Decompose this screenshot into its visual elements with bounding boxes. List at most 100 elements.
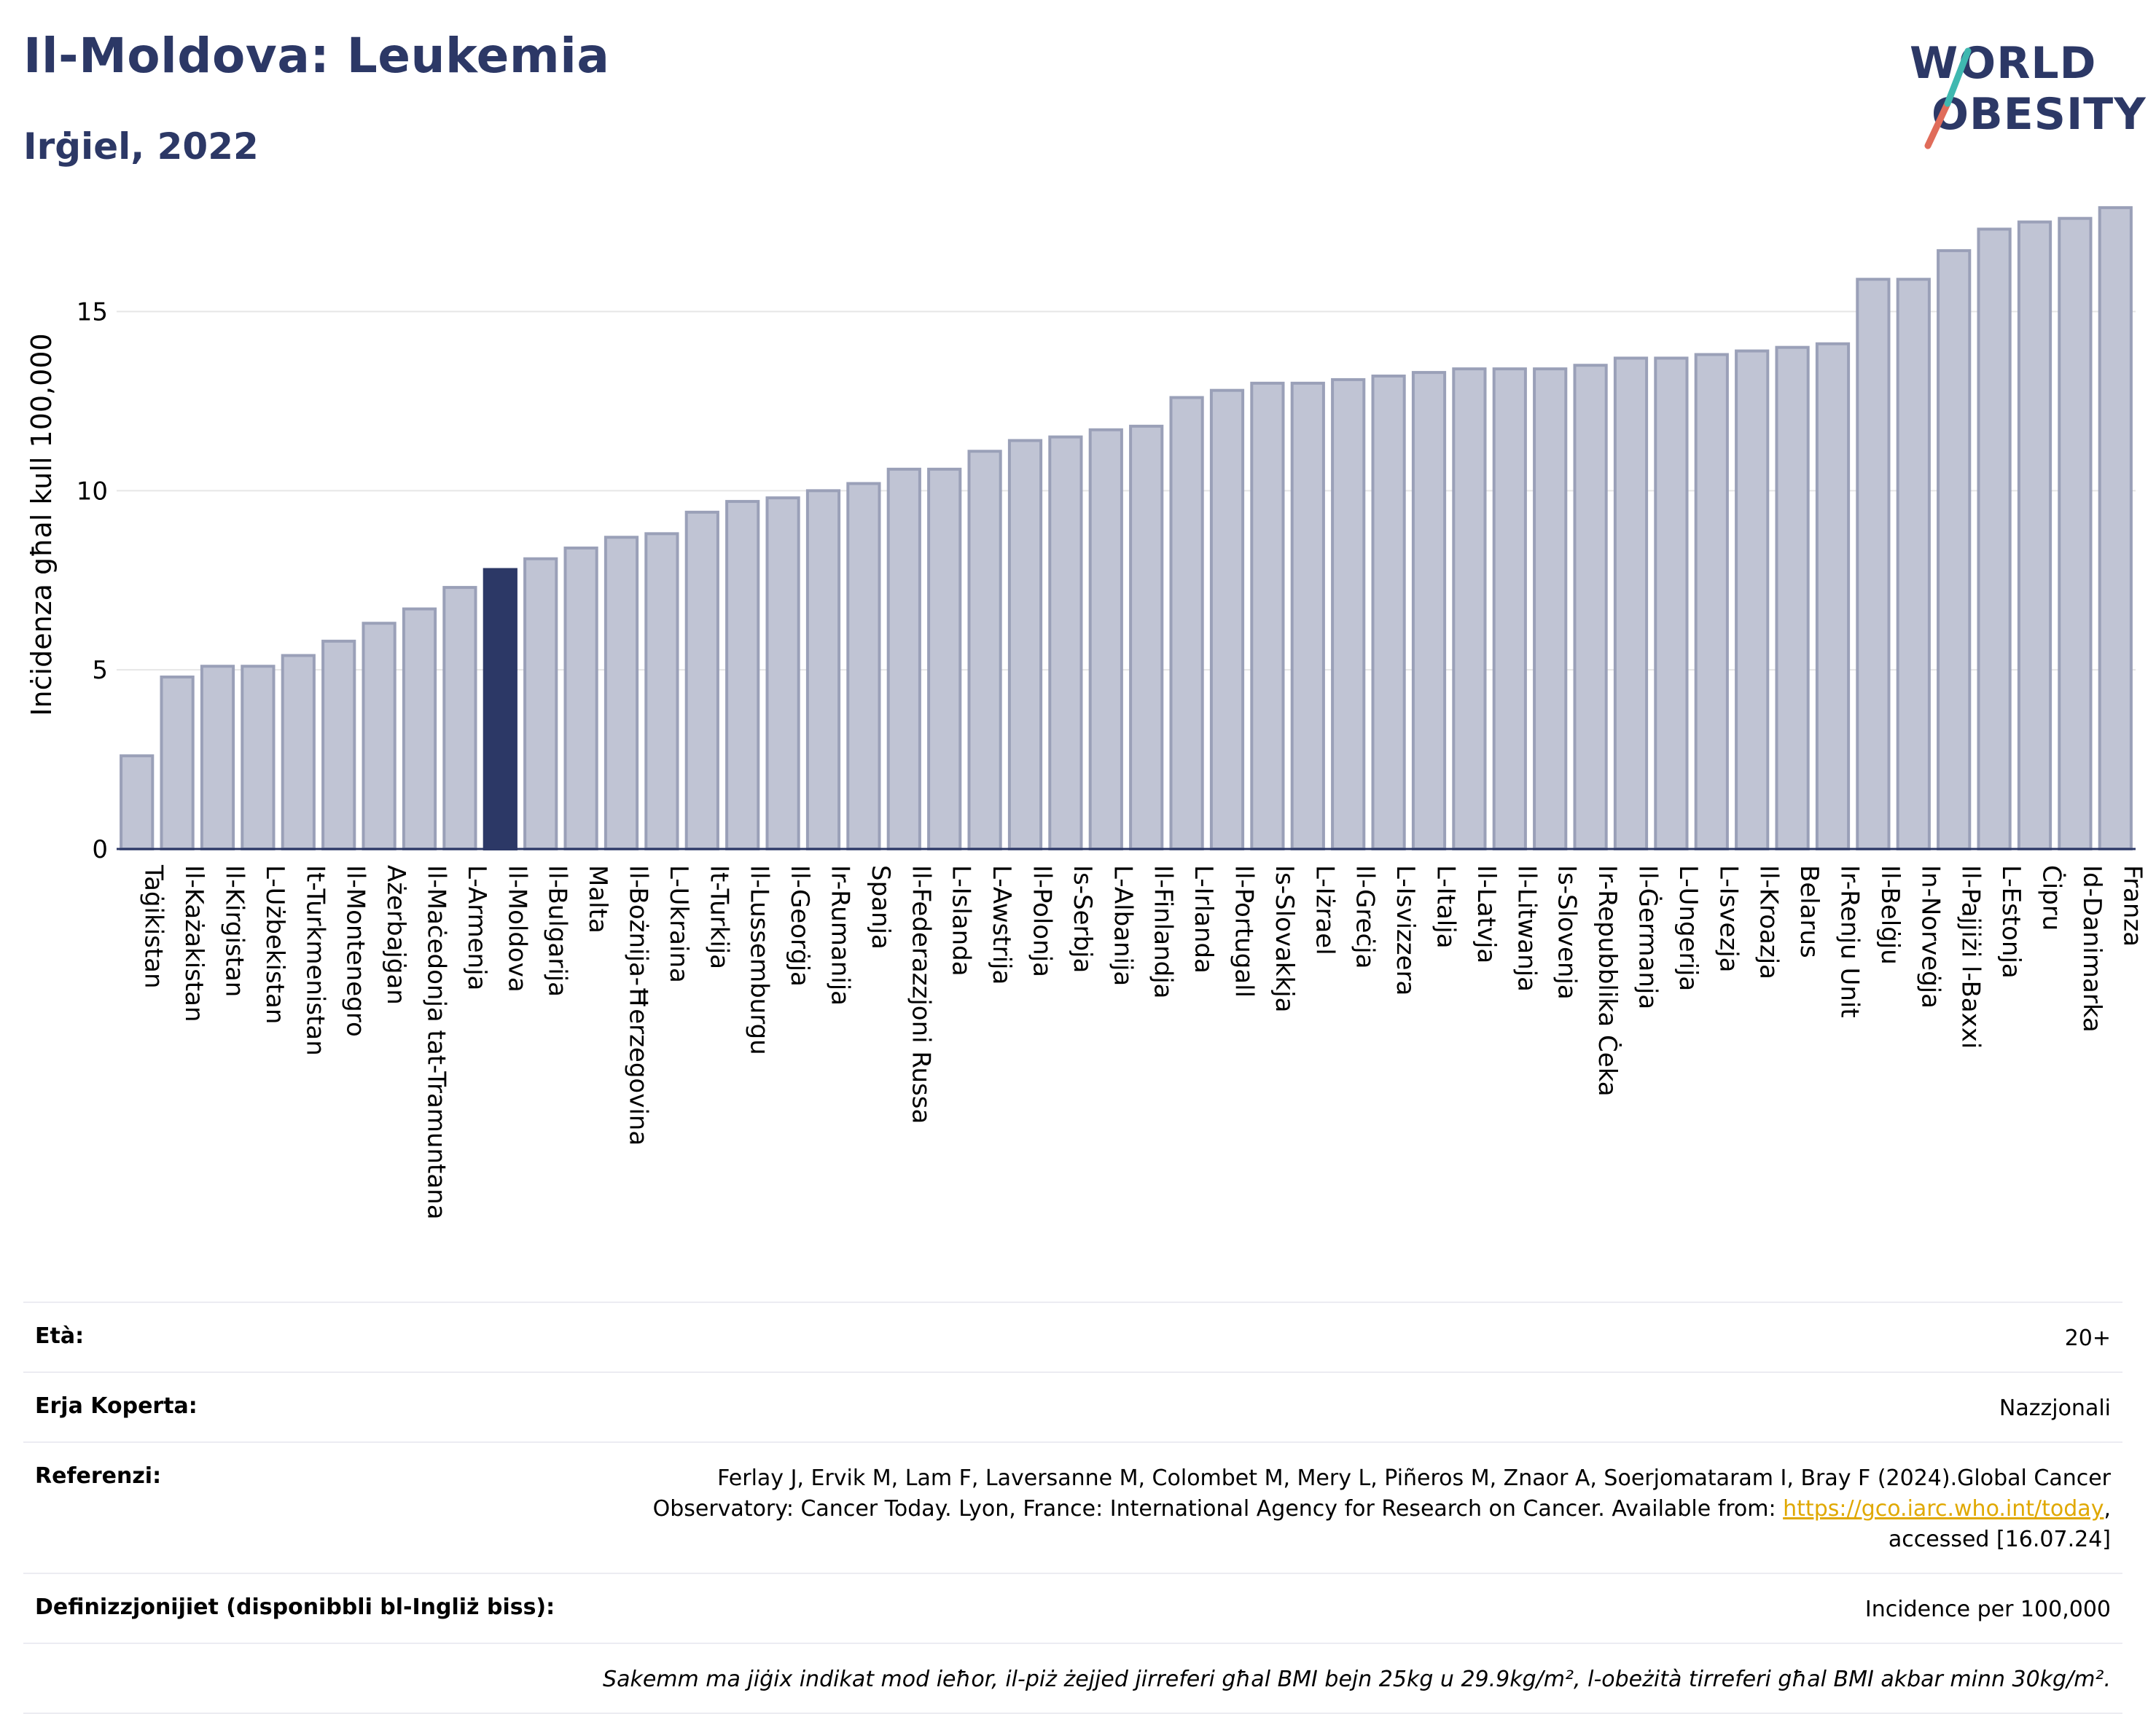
bar-41[interactable] <box>1775 345 1810 850</box>
bar-16[interactable] <box>765 496 800 850</box>
bar-29[interactable] <box>1290 381 1325 851</box>
bar-27[interactable] <box>1209 388 1245 850</box>
bar-13[interactable] <box>644 532 679 850</box>
bar-11[interactable] <box>563 547 598 850</box>
page-subtitle: Irġiel, 2022 <box>23 125 259 168</box>
bar-47[interactable] <box>2017 220 2053 851</box>
x-tick-label: Franza <box>2117 865 2147 947</box>
bar-40[interactable] <box>1735 349 1770 851</box>
x-tick-label: Is-Slovakkja <box>1270 865 1299 1012</box>
bar-1[interactable] <box>160 676 195 850</box>
bar-35[interactable] <box>1533 367 1568 850</box>
bar-38[interactable] <box>1654 356 1689 850</box>
x-tick-label: Il-Belġju <box>1875 865 1905 965</box>
x-tick-label: L-Iżrael <box>1310 865 1339 955</box>
axes: 0 5 10 15 Taġikistan Il-Każakistan Il-Kirgista… <box>77 298 2147 1220</box>
references-text-4: accessed [16.07.24] <box>1888 1527 2111 1552</box>
x-tick-label: Il-Portugall <box>1230 865 1259 998</box>
bar-26[interactable] <box>1169 396 1204 850</box>
x-tick-label: Il-Greċja <box>1351 865 1380 968</box>
x-tick-label: L-Użbekistan <box>260 865 289 1024</box>
bar-24[interactable] <box>1088 428 1123 850</box>
y-tick-label: 10 <box>77 477 108 506</box>
x-tick-label: Il-Georġja <box>785 865 814 987</box>
bar-33[interactable] <box>1452 367 1487 850</box>
bar-44[interactable] <box>1896 278 1931 850</box>
y-axis-label: Inċidenza għal kull 100,000 <box>26 333 58 716</box>
bar-48[interactable] <box>2058 216 2093 850</box>
x-tick-label: L-Armenja <box>462 865 491 990</box>
bar-chart: 0 5 10 15 Taġikistan Il-Każakistan Il-Kirgista… <box>26 206 2147 1220</box>
bar-9[interactable] <box>483 568 517 850</box>
bar-43[interactable] <box>1856 278 1891 850</box>
bar-12[interactable] <box>604 536 639 850</box>
bar-19[interactable] <box>886 467 921 851</box>
bar-45[interactable] <box>1937 249 1972 850</box>
bar-2[interactable] <box>200 665 235 850</box>
world-obesity-logo[interactable]: WORLD OBESITY <box>1895 22 2146 153</box>
x-tick-label: Belarus <box>1794 865 1824 958</box>
logo-line-1: WORLD <box>1910 38 2097 89</box>
x-tick-label: Ir-Repubblika Ċeka <box>1593 865 1622 1097</box>
references-text-2: Observatory: Cancer Today. Lyon, France:… <box>652 1496 1784 1522</box>
bar-7[interactable] <box>402 607 437 850</box>
bar-49[interactable] <box>2098 206 2133 850</box>
x-tick-label: L-Ukraina <box>664 865 693 983</box>
x-tick-label: Il-Bożnija-Ħerzegovina <box>624 865 653 1146</box>
x-tick-label: In-Norveġja <box>1915 865 1945 1009</box>
references-text-1: Ferlay J, Ervik M, Lam F, Laversanne M, … <box>717 1465 2111 1491</box>
note-text: Sakemm ma jiġix indikat mod ieħor, il-pi… <box>603 1667 2111 1692</box>
x-tick-label: Il-Latvja <box>1472 865 1501 963</box>
bar-36[interactable] <box>1573 364 1608 850</box>
info-row-coverage: Erja Koperta: Nazzjonali <box>23 1371 2122 1441</box>
bar-23[interactable] <box>1048 435 1083 851</box>
bar-46[interactable] <box>1977 227 2012 850</box>
info-row-definitions: Definizzjonijiet (disponibbli bl-Ingliż … <box>23 1573 2122 1643</box>
x-tick-label: Il-Finlandja <box>1149 865 1178 999</box>
x-tick-label: Id-Danimarka <box>2077 865 2106 1033</box>
x-tick-label: Il-Polonja <box>1028 865 1057 977</box>
x-tick-label: Il-Kirgistan <box>220 865 249 997</box>
logo-line-2: OBESITY <box>1932 89 2147 140</box>
references-text-3: , <box>2104 1496 2111 1522</box>
bar-15[interactable] <box>725 500 760 850</box>
bar-39[interactable] <box>1694 353 1729 850</box>
bar-32[interactable] <box>1411 371 1447 851</box>
bar-21[interactable] <box>967 450 1002 850</box>
bar-34[interactable] <box>1492 367 1527 850</box>
bar-3[interactable] <box>241 665 276 850</box>
bar-6[interactable] <box>362 622 397 850</box>
bar-25[interactable] <box>1129 424 1164 851</box>
x-tick-label: Il-Ġermanja <box>1633 865 1663 1009</box>
x-tick-label: Taġikistan <box>139 864 168 989</box>
bar-31[interactable] <box>1371 375 1406 850</box>
y-tick-label: 15 <box>77 298 108 327</box>
bar-0[interactable] <box>120 754 155 851</box>
bar-5[interactable] <box>321 639 356 850</box>
bar-20[interactable] <box>927 467 962 851</box>
x-tick-label: L-Isvizzera <box>1391 865 1420 995</box>
definitions-label: Definizzjonijiet (disponibbli bl-Ingliż … <box>35 1594 555 1620</box>
x-tick-label: Malta <box>583 865 612 934</box>
bar-22[interactable] <box>1007 439 1043 850</box>
references-link[interactable]: https://gco.iarc.who.int/today <box>1783 1496 2104 1522</box>
bar-30[interactable] <box>1331 377 1366 850</box>
bar-17[interactable] <box>805 489 841 850</box>
x-tick-label: Ażerbajġan <box>381 865 410 1005</box>
bar-14[interactable] <box>684 510 719 850</box>
bar-37[interactable] <box>1613 356 1649 850</box>
bar-28[interactable] <box>1250 381 1285 851</box>
bar-10[interactable] <box>523 557 558 850</box>
references-label: Referenzi: <box>35 1463 162 1489</box>
x-tick-label: L-Awstrija <box>987 865 1016 985</box>
x-tick-label: Is-Serbja <box>1068 865 1097 973</box>
x-tick-label: Il-Montenegro <box>341 865 370 1037</box>
x-tick-label: L-Isvezja <box>1714 865 1743 973</box>
bar-18[interactable] <box>846 482 881 850</box>
bar-4[interactable] <box>281 654 316 850</box>
bar-42[interactable] <box>1815 342 1851 850</box>
x-tick-label: It-Turkmenistan <box>300 865 329 1056</box>
x-tick-label: Il-Lussemburgu <box>745 865 774 1055</box>
bar-8[interactable] <box>442 586 477 850</box>
x-tick-label: Il-Maċedonja tat-Tramuntana <box>422 865 451 1220</box>
